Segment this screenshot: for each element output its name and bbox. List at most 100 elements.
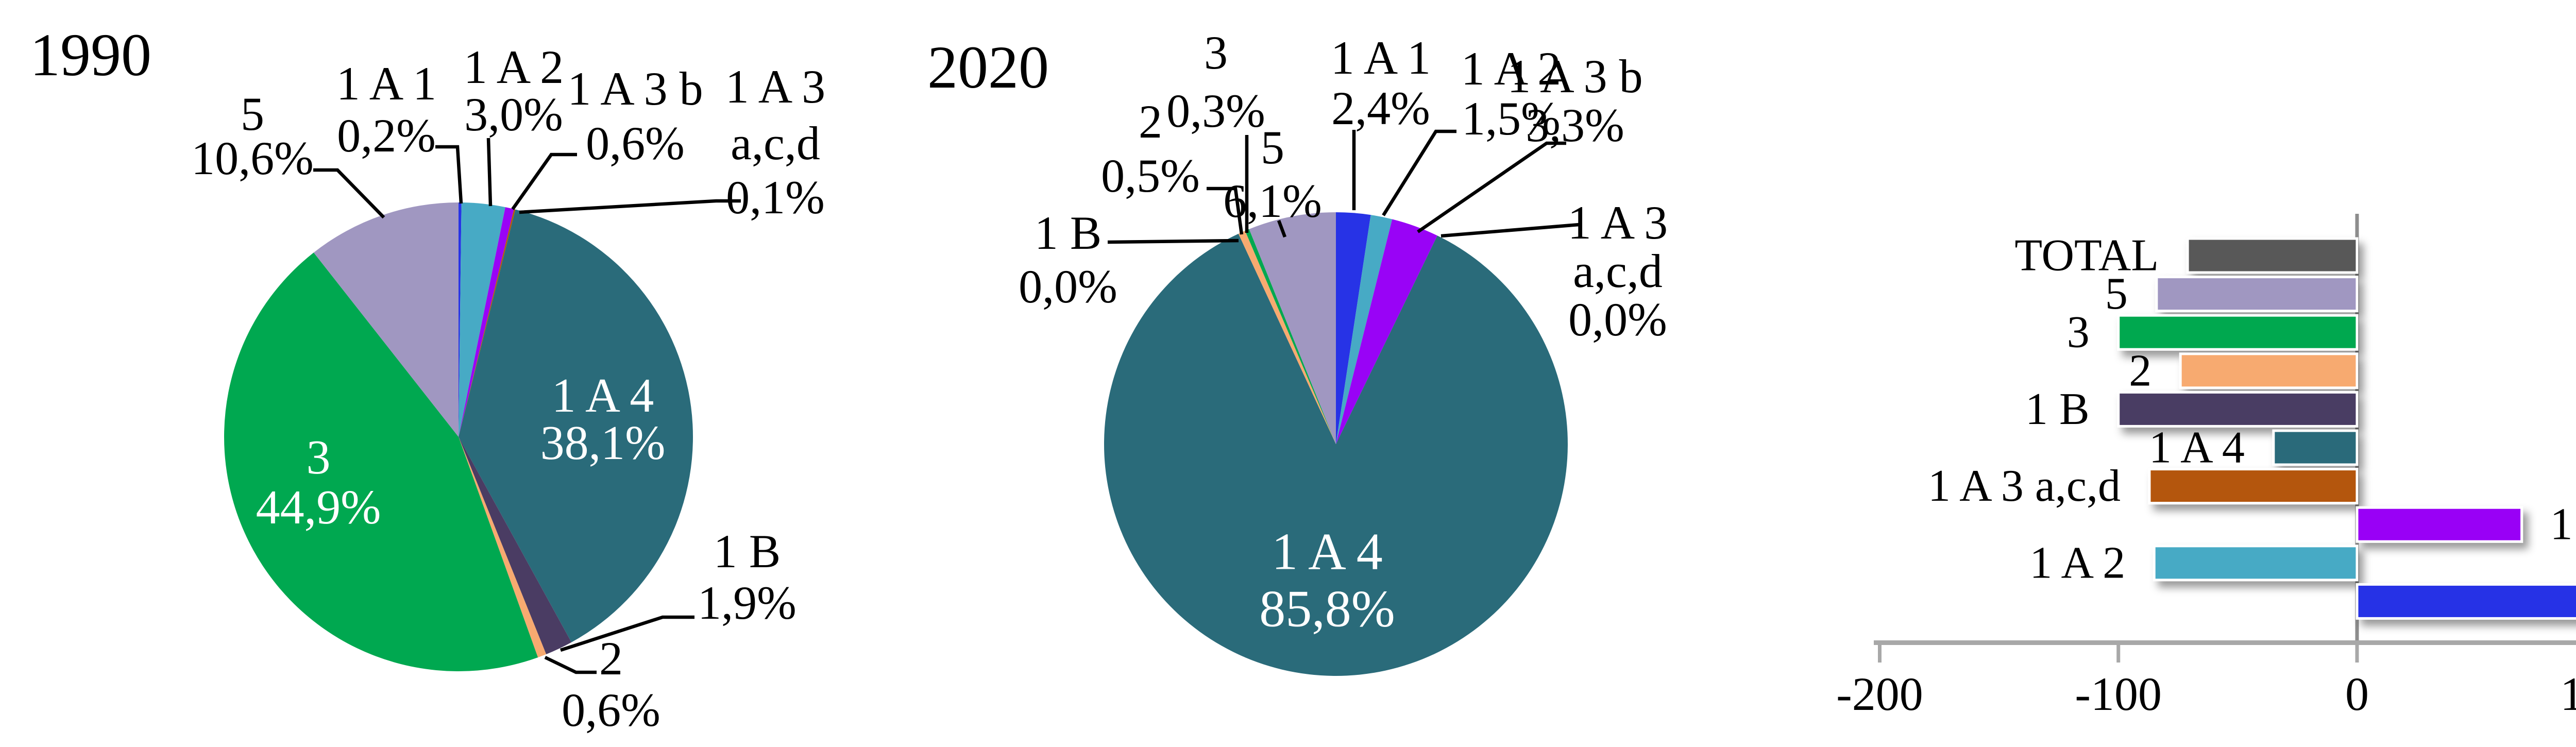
bar-label-total: TOTAL [2014,231,2159,281]
bar-total [2186,237,2359,274]
pie-1990-label-1-a-3-a-c-d-2: 0,1% [726,171,825,224]
bar-1-a-1 [2355,583,2576,620]
pie-1990-slice-1-a-4 [459,209,693,642]
bar-5 [2155,276,2359,313]
pie-2020-label-1-b-0: 1 B [1035,207,1101,259]
pie-1990-label-1-a-1-1: 0,2% [337,109,436,162]
pie-2020-slice-2 [1238,230,1336,444]
bar-2 [2179,352,2359,389]
leader-line-1-a-2 [1382,129,1456,216]
bar-label-1-a-4: 1 A 4 [2149,423,2245,473]
pie-2020-label-5-0: 5 [1261,121,1284,174]
bar-1-b [2117,391,2359,428]
pie-1990-label-1-a-3-b-0: 1 A 3 b [567,62,703,115]
chart-title-2020: 2020 [927,33,1049,101]
pie-1990-slice-1-a-2 [459,202,505,437]
pie-2020-label-3-1: 0,3% [1166,84,1265,137]
pie-1990-svg: 1 A 10,2%1 A 23,0% 1 A 3 b0,6%1 A 3a,c,d0… [191,41,825,736]
pie-2020-label-1-a-3-b-0: 1 A 3 b [1507,50,1642,103]
pie-2020-label-1-a-3-a-c-d-0: 1 A 3 [1568,196,1668,249]
pie-1990-label-1-a-3-a-c-d-0: 1 A 3 [725,60,825,113]
pie-2020-label-1-a-2-0: 1 A 2 [1461,42,1561,95]
bar-1-a-4 [2272,429,2359,466]
pie-2020-label-5-1: 6,1% [1223,175,1322,227]
x-tick-label-100: 100 [2560,668,2576,720]
pie-2020-label-1-a-2-1: 1,5% [1462,92,1561,145]
leader-line-1-a-3-b [511,152,577,210]
pie-chart-1990: 1 A 1 0,2% 1 A 2 3,0% 1 A 3 b 0,6% 1 A 3 a,c,d 0… [0,0,835,747]
leader-line-2 [1207,186,1244,235]
pie-1990-label-1-a-1-0: 1 A 1 [336,57,436,110]
pie-2020-slice-1-a-3-b [1336,219,1437,444]
leader-line-1-b [560,615,694,652]
leader-line-2 [544,656,597,674]
pie-2020-label-1-a-3-a-c-d-1: a,c,d [1573,245,1663,297]
pie-2020-svg: 1 A 12,4%1 A 21,5%1 A 3 b3,3%1 A 3a,c,d0… [1019,26,1668,676]
pie-1990-slice-1-a-3-a-c-d [459,209,516,437]
pie-2020-label-2-1: 0,5% [1101,149,1200,202]
bar-label-3: 3 [2067,308,2090,358]
leader-line-1-a-3-a-c-d [519,199,741,214]
x-axis-line [1874,640,2576,645]
pie-2020-slice-1-a-4 [1104,233,1568,676]
pie-2020-label-1-a-1-1: 2,4% [1331,82,1430,134]
pie-1990-slice-3 [224,252,538,672]
pie-2020-label-1-a-4-1: 85,8% [1259,580,1395,638]
x-axis-tick-0 [2355,640,2359,663]
leader-line-1-a-2 [486,138,493,207]
pie-1990-label-3-1: 44,9% [256,481,381,534]
pie-1990-label-1-b-1: 1,9% [698,576,796,629]
pie-1990-label-1-a-2-1: 3,0% [464,88,563,141]
pie-2020-slice-1-a-2 [1336,215,1393,444]
pie-2020-label-1-a-3-b-1: 3,3% [1526,99,1624,151]
bar-label-5: 5 [2105,269,2128,319]
pie-1990-label-5-1: 10,6% [191,132,314,184]
bar-1-a-3-b [2355,506,2523,543]
pie-1990-label-5-0: 5 [241,88,264,140]
bar-label-1-a-3-a-c-d: 1 A 3 a,c,d [1928,461,2121,511]
pie-2020-label-2-0: 2 [1139,95,1162,148]
leader-line-5 [313,168,385,219]
pie-1990-slice-1-a-1 [459,202,462,437]
x-tick-label-0: 0 [2345,668,2369,720]
pie-1990-label-2-1: 0,6% [562,684,660,736]
leader-line-1-a-3-b [1417,141,1566,233]
pie-1990-label-1-b-0: 1 B [714,525,781,578]
leader-line-5 [1277,219,1287,238]
x-axis-tick--200 [1878,640,1882,663]
pie-1990-label-1-a-4-0: 1 A 4 [552,369,654,422]
pie-1990-label-1-a-3-a-c-d-1: a,c,d [731,117,820,169]
pie-1990-slice-5 [313,202,459,437]
pie-2020-label-3-0: 3 [1204,26,1228,79]
bar-1-a-3-a-c-d [2148,468,2359,505]
x-axis-tick--100 [2116,640,2121,663]
pie-1990-label-1-a-2-0: 1 A 2 [464,41,564,93]
pie-chart-2020: 1 A 1 2,4% 1 A 2 1,5% 1 A 3 b 3,3% 1 A 3 a,c,d 0… [835,0,1700,747]
pie-2020-slice-1-a-1 [1336,212,1371,444]
pie-2020-slice-5 [1249,212,1336,444]
pie-1990-label-2-0: 2 [599,632,623,685]
pie-2020-label-1-a-4-0: 1 A 4 [1272,523,1382,581]
bar-1-a-2 [2153,545,2359,582]
pie-1990-label-1-a-4-1: 38,1% [540,416,666,470]
pie-2020-label-1-a-3-a-c-d-2: 0,0% [1568,293,1667,346]
pie-2020-slice-3 [1245,229,1336,444]
pie-2020-label-1-b-1: 0,0% [1019,260,1117,313]
bar-label-1-b: 1 B [2025,384,2090,434]
bar-label-2: 2 [2129,346,2151,396]
bar-label-1-a-2: 1 A 2 [2029,538,2125,588]
pie-2020-label-1-a-1-0: 1 A 1 [1331,31,1431,84]
x-tick-label--100: -100 [2075,668,2162,720]
pie-1990-slice-2 [459,437,547,658]
pie-1990-slice-1-b [459,437,572,654]
chart-title-1990: 1990 [30,21,151,89]
bar-3 [2117,314,2359,351]
bar-label-1-a-3-b: 1 A 3 b [2550,500,2576,550]
pie-1990-slice-1-a-3-b [459,207,514,437]
leader-line-1-b [1107,239,1239,244]
x-tick-label--200: -200 [1836,668,1923,720]
pie-1990-label-1-a-3-b-1: 0,6% [586,117,685,169]
